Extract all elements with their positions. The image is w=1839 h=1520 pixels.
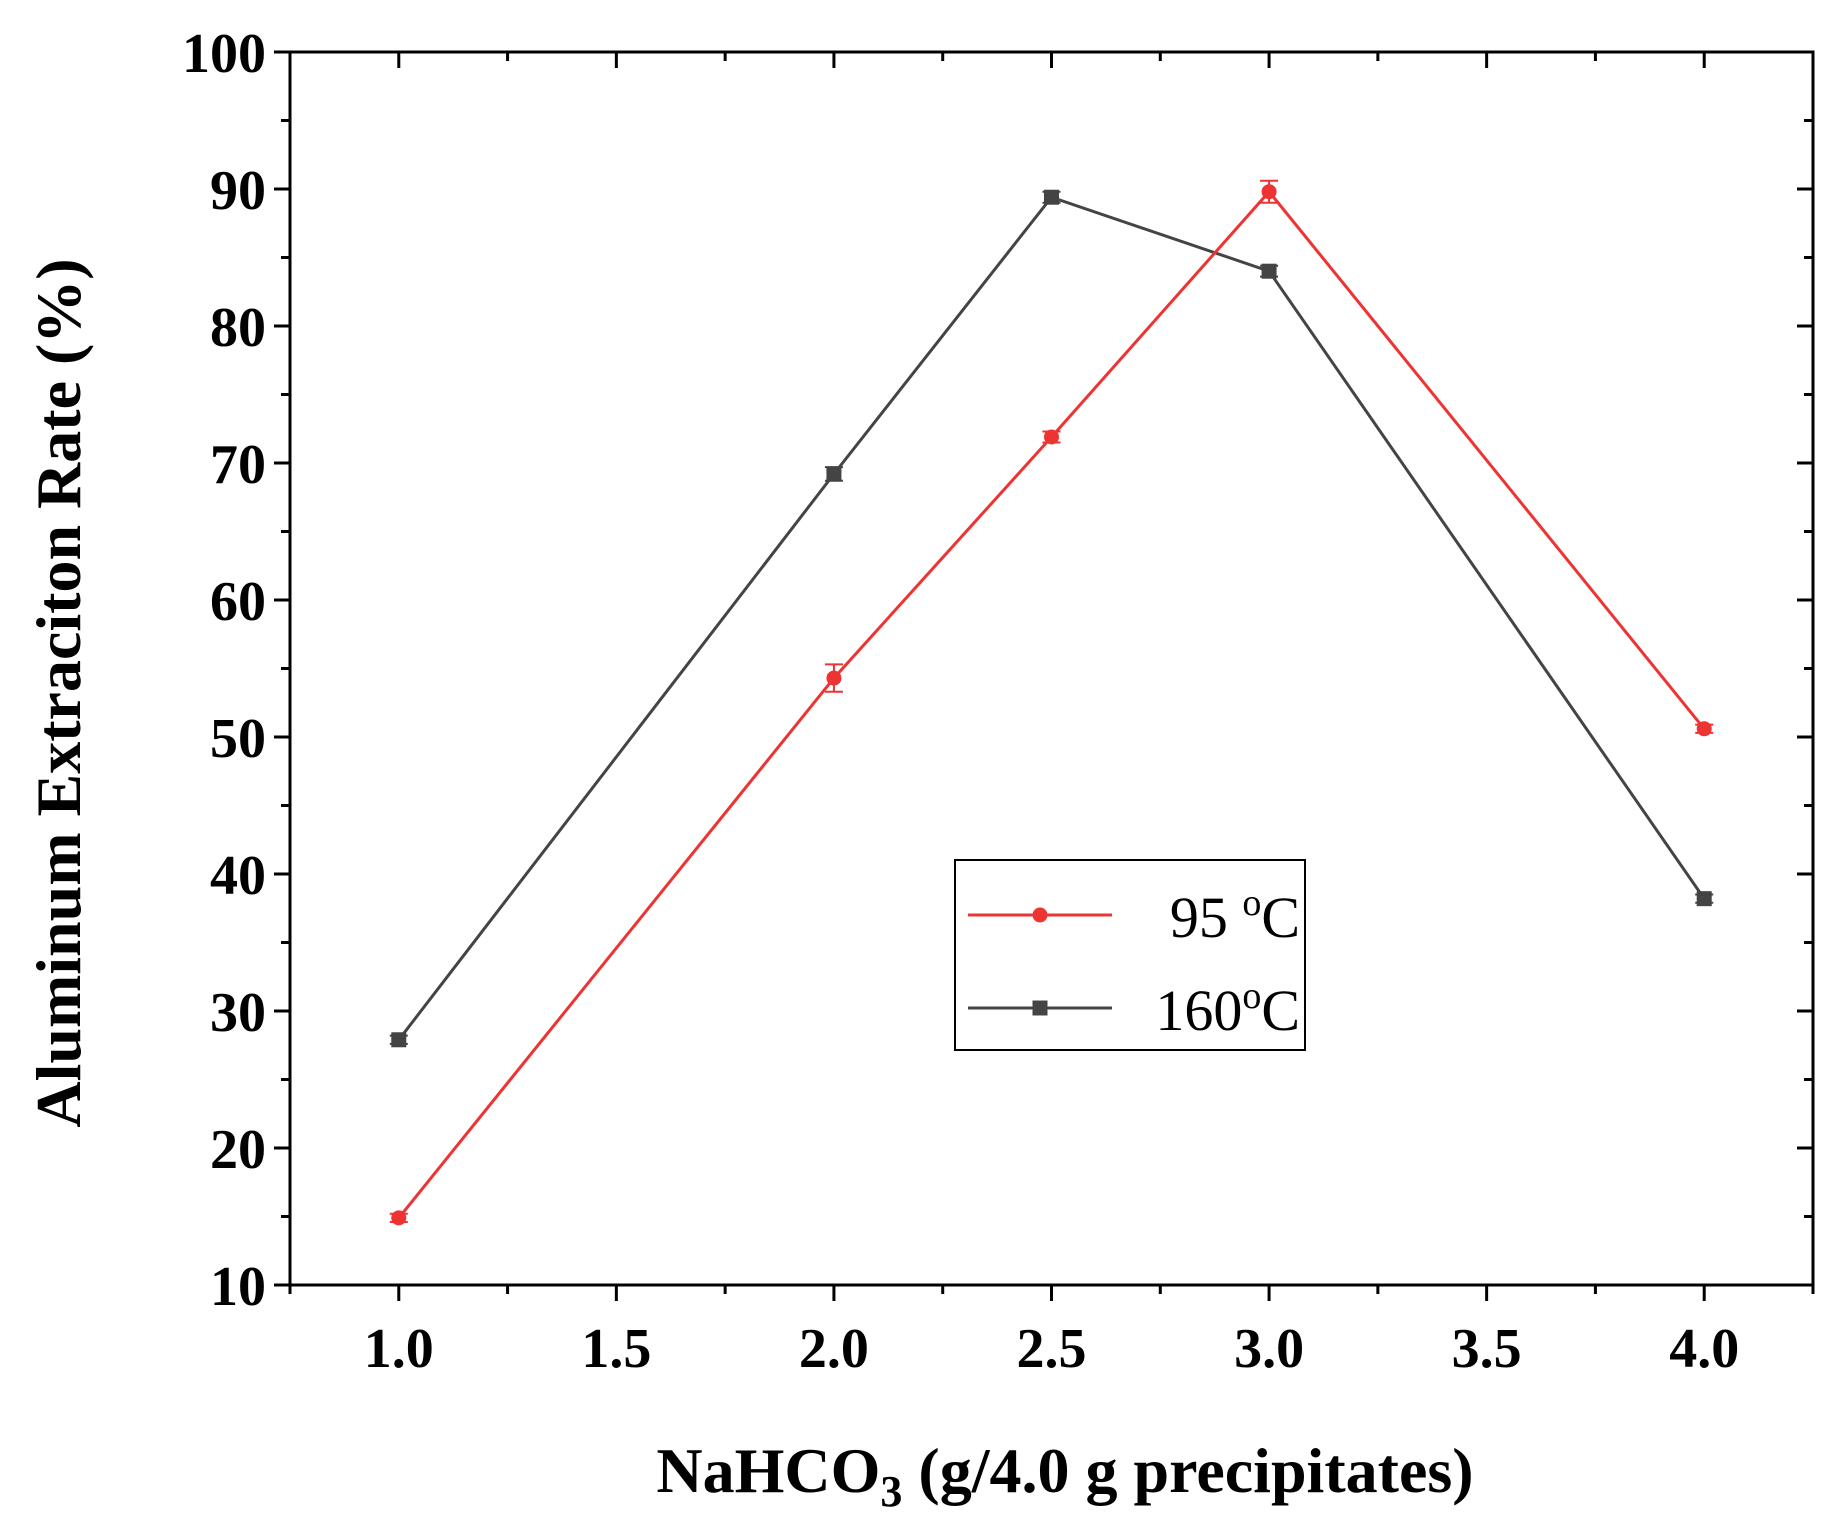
data-point <box>391 1210 407 1226</box>
data-point <box>1261 263 1277 279</box>
data-point <box>1261 184 1277 200</box>
y-tick-label: 40 <box>210 845 266 907</box>
legend-item-95C-label-main: 95 <box>1170 885 1243 950</box>
y-tick-label: 30 <box>210 982 266 1044</box>
data-point <box>391 1032 407 1048</box>
data-point <box>826 466 842 482</box>
y-tick-label: 50 <box>210 708 266 770</box>
legend-item-160C-label-main: 160 <box>1155 978 1242 1043</box>
data-point <box>1696 891 1712 907</box>
x-tick-label: 1.0 <box>364 1318 434 1380</box>
series-layer <box>389 179 1714 1226</box>
y-axis-ticks: 10 20 30 40 50 60 70 80 90 100 <box>182 23 1813 1318</box>
x-tick-label: 3.5 <box>1452 1318 1522 1380</box>
x-tick-label: 2.0 <box>799 1318 869 1380</box>
y-tick-label: 10 <box>210 1256 266 1318</box>
x-axis-title-subscript: 3 <box>880 1467 902 1516</box>
y-tick-label: 80 <box>210 297 266 359</box>
legend-item-160C-label: 160oC <box>1155 975 1300 1043</box>
data-point <box>1044 189 1059 205</box>
x-tick-label: 4.0 <box>1669 1318 1739 1380</box>
legend-item-95C-marker <box>1032 907 1048 923</box>
data-point <box>1044 429 1059 445</box>
x-axis-ticks: 1.0 1.5 2.0 2.5 3.0 3.5 4.0 <box>288 52 1815 1380</box>
x-axis-title-rest: (g/4.0 g precipitates) <box>902 1435 1473 1506</box>
data-point <box>1696 721 1712 737</box>
x-tick-label: 1.5 <box>581 1318 651 1380</box>
y-tick-label: 60 <box>210 571 266 633</box>
x-tick-label: 2.5 <box>1017 1318 1087 1380</box>
plot-frame <box>288 50 1815 1287</box>
y-tick-label: 20 <box>210 1119 266 1181</box>
legend-item-160C-label-unit: C <box>1261 978 1300 1043</box>
legend-item-95C-label-unit: C <box>1261 885 1300 950</box>
y-tick-label: 70 <box>210 434 266 496</box>
x-tick-label: 3.0 <box>1234 1318 1304 1380</box>
legend-item-95C-label-degree: o <box>1242 882 1261 924</box>
plot-border <box>288 50 1815 1287</box>
y-tick-label: 100 <box>182 23 266 85</box>
data-point <box>826 670 842 686</box>
legend-item-95C-label: 95 oC <box>1170 882 1300 950</box>
legend-item-160C-marker <box>1032 1000 1048 1016</box>
y-axis-title: Aluminum Extraciton Rate (%) <box>23 258 94 1127</box>
series-line-95C <box>397 189 1706 1219</box>
y-tick-label: 90 <box>210 160 266 222</box>
x-axis-title: NaHCO3 (g/4.0 g precipitates) <box>656 1435 1473 1516</box>
legend-box <box>954 859 1306 1051</box>
legend-item-160C-label-degree: o <box>1242 975 1261 1017</box>
